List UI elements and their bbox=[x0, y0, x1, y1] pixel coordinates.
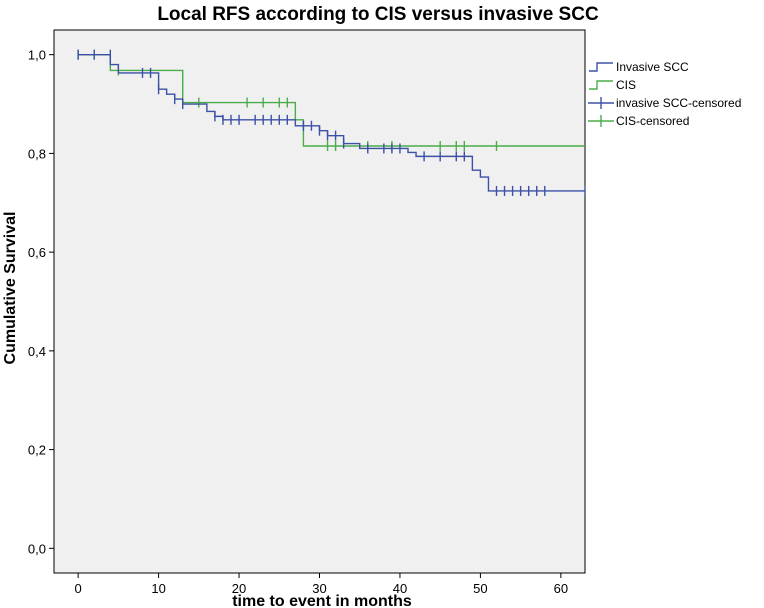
legend-label: CIS-censored bbox=[616, 114, 689, 128]
plot-area bbox=[53, 29, 586, 574]
y-tick-label: 0,4 bbox=[28, 344, 46, 359]
x-tick-label: 10 bbox=[151, 581, 165, 596]
series-layer bbox=[77, 49, 586, 196]
legend-label: invasive SCC-censored bbox=[616, 96, 741, 110]
chart-title: Local RFS according to CIS versus invasi… bbox=[157, 4, 599, 25]
legend-item: Invasive SCC bbox=[589, 60, 689, 74]
y-tick-label: 0,0 bbox=[28, 541, 46, 556]
invasive-scc-survival-line bbox=[78, 53, 585, 192]
legend-step-symbol bbox=[589, 62, 613, 72]
legend-step-symbol bbox=[589, 80, 613, 90]
x-tick-label: 50 bbox=[473, 581, 487, 596]
x-tick-label: 20 bbox=[232, 581, 246, 596]
invasive-scc-censor-marks bbox=[77, 49, 586, 196]
y-tick-label: 0,6 bbox=[28, 245, 46, 260]
x-tick-label: 40 bbox=[393, 581, 407, 596]
x-axis: 0 10 20 30 40 50 60 bbox=[75, 573, 568, 596]
x-tick-label: 60 bbox=[554, 581, 568, 596]
y-axis: 0,0 0,2 0,4 0,6 0,8 1,0 bbox=[28, 48, 54, 556]
y-tick-label: 0,8 bbox=[28, 146, 46, 161]
y-axis-label: Cumulative Survival bbox=[2, 212, 19, 365]
legend: Invasive SCC CIS invasive SCC-censored CIS-… bbox=[588, 60, 741, 128]
legend-item: CIS bbox=[589, 78, 636, 92]
y-tick-label: 0,2 bbox=[28, 443, 46, 458]
x-axis-label: time to event in months bbox=[232, 593, 412, 608]
y-tick-label: 1,0 bbox=[28, 48, 46, 63]
legend-item: CIS-censored bbox=[588, 114, 689, 128]
x-tick-label: 0 bbox=[75, 581, 82, 596]
legend-label: Invasive SCC bbox=[616, 60, 689, 74]
legend-item: invasive SCC-censored bbox=[588, 96, 741, 110]
x-tick-label: 30 bbox=[312, 581, 326, 596]
legend-label: CIS bbox=[616, 78, 636, 92]
